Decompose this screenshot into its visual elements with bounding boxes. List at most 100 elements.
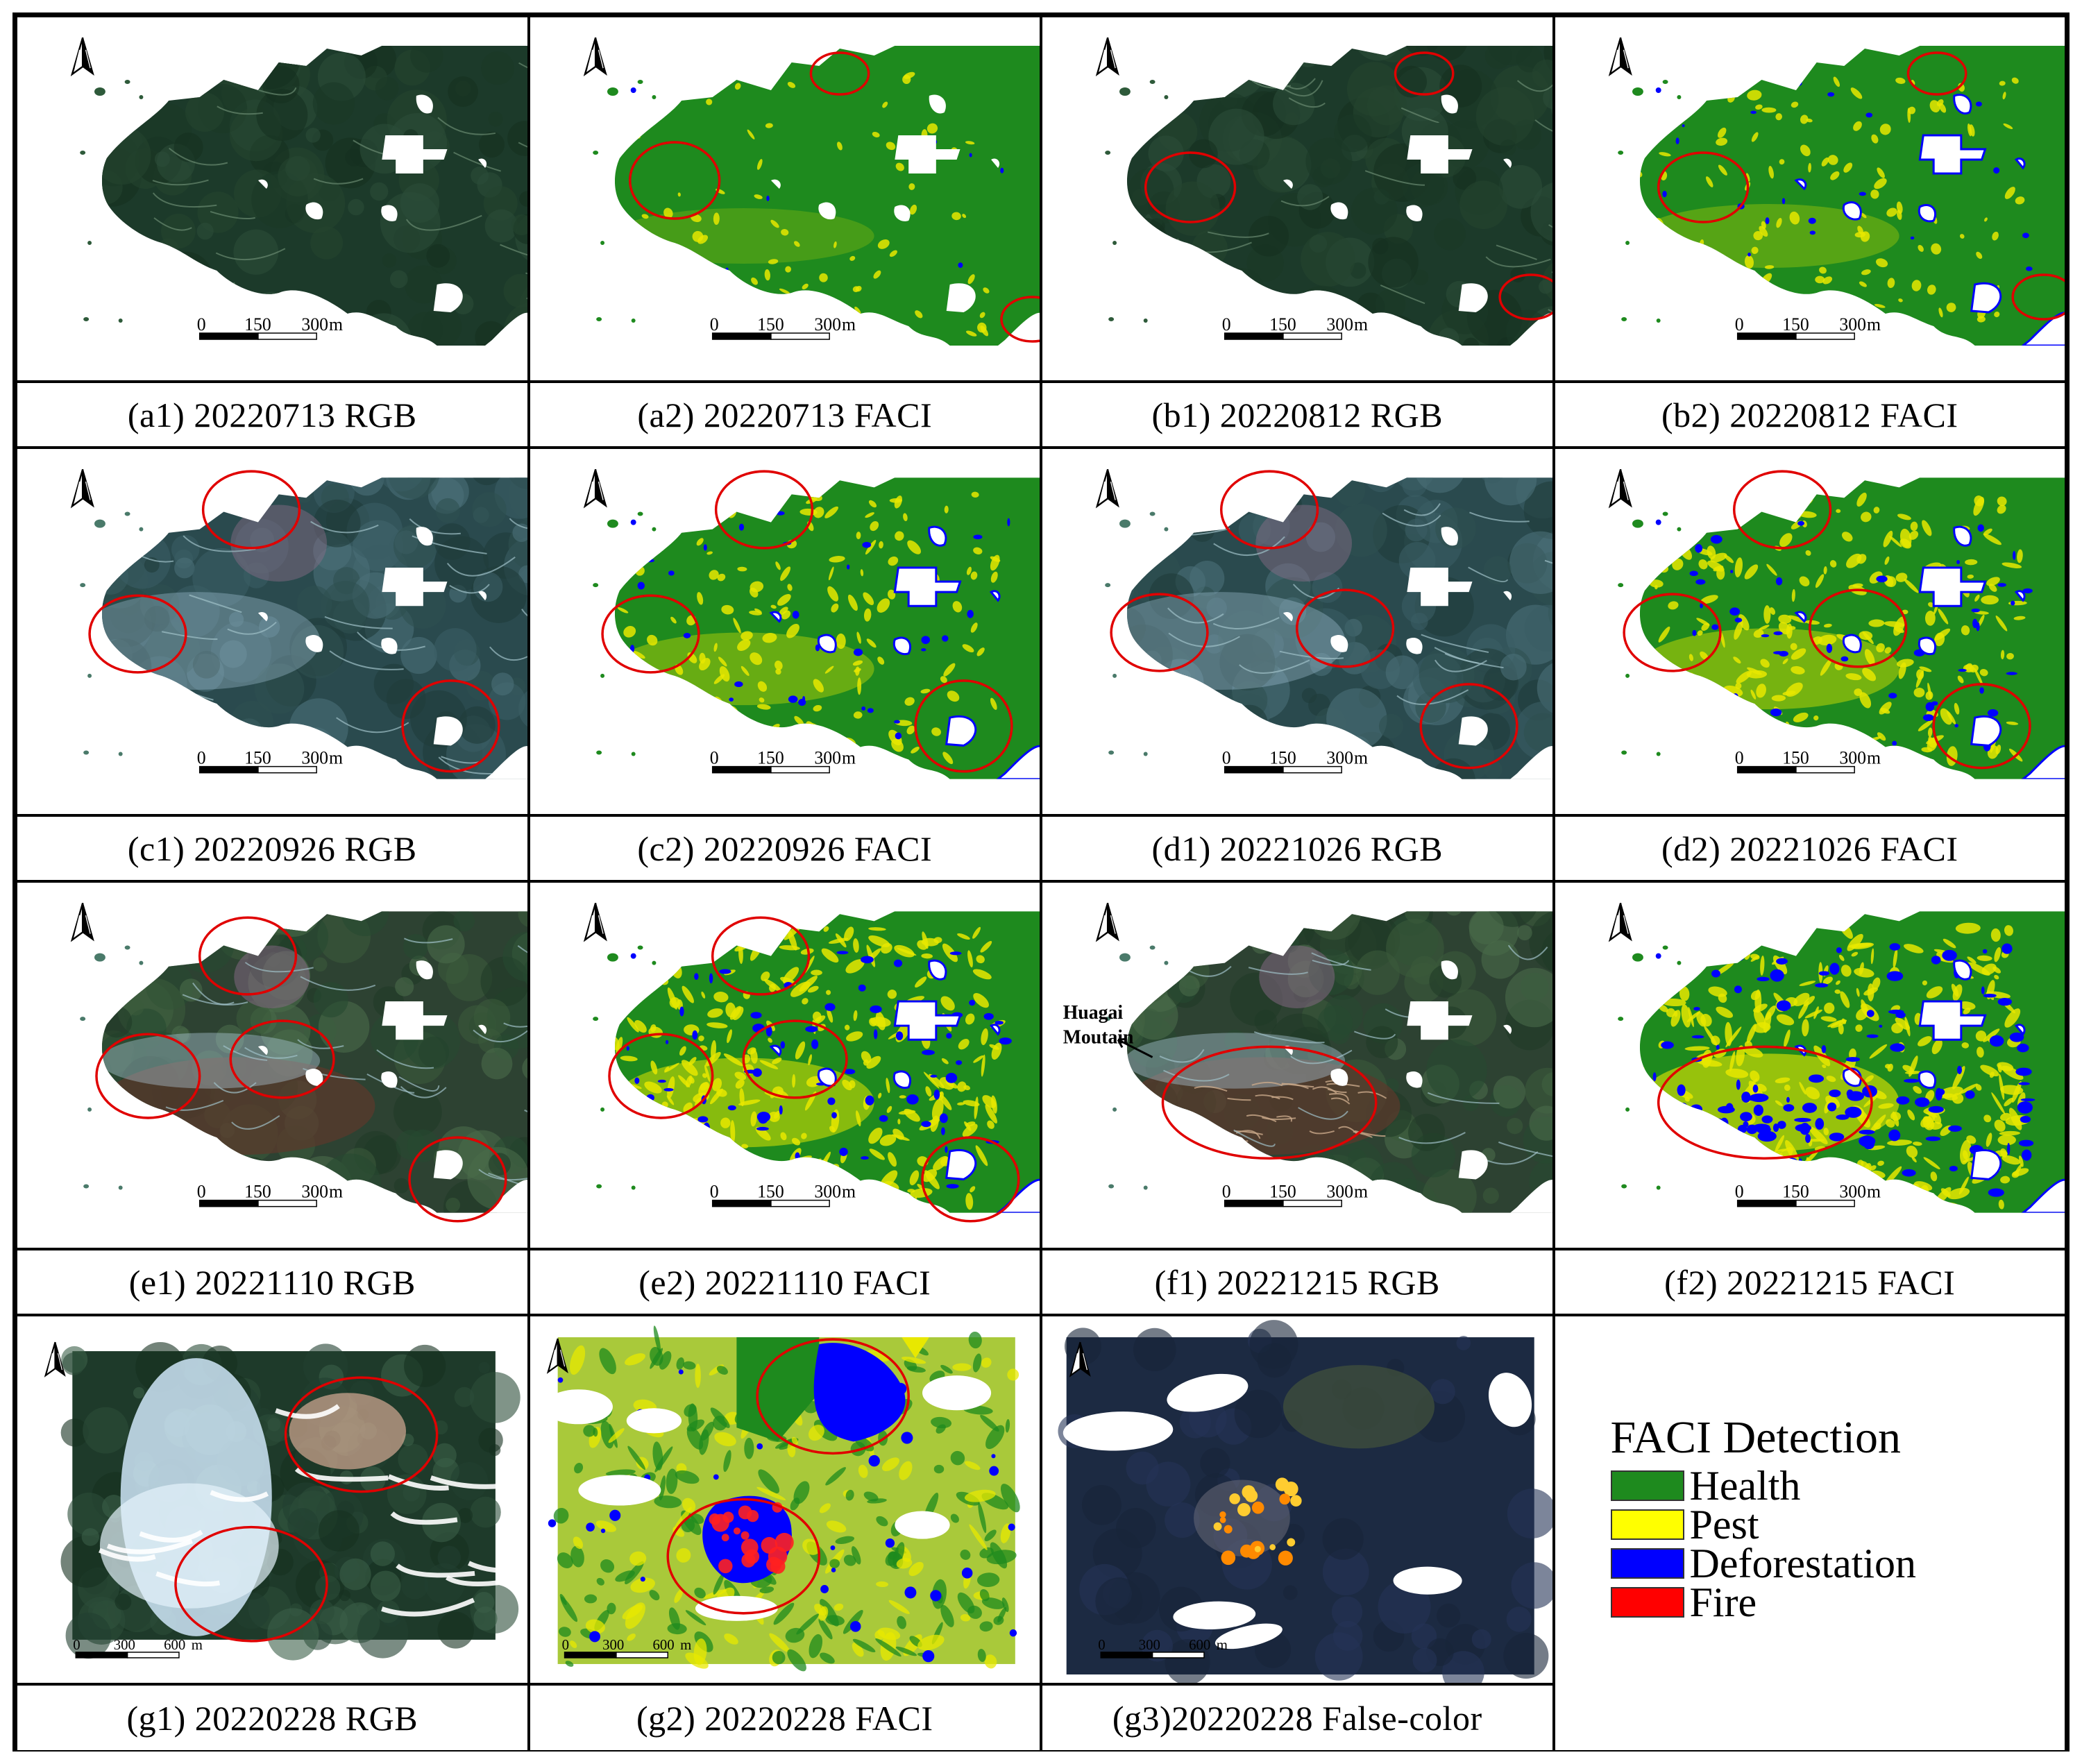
scale-label: 0 bbox=[709, 314, 718, 334]
north-arrow-icon bbox=[44, 1341, 66, 1377]
map-panel-c2: 0 150 300 m bbox=[583, 469, 1040, 779]
north-arrow-icon bbox=[1608, 903, 1632, 942]
scale-bar: 0 150 300 m bbox=[197, 1181, 343, 1207]
figure-grid: 0 150 300 m (a1) 20220713 RGB 0 150 300 m (a2) 20… bbox=[12, 12, 2070, 1752]
north-arrow-icon bbox=[583, 903, 607, 942]
scale-label: m bbox=[1354, 747, 1368, 767]
scale-label: 0 bbox=[73, 1636, 80, 1653]
highlight-circle bbox=[1732, 470, 1831, 550]
highlight-circle bbox=[1219, 470, 1319, 550]
panel-caption: (e2) 20221110 FACI bbox=[528, 1249, 1041, 1315]
panel-d2: 0 150 300 m bbox=[1553, 448, 2066, 815]
scale-label: m bbox=[1217, 1636, 1228, 1653]
scale-label: 0 bbox=[197, 747, 206, 767]
svg-text:Huagai: Huagai bbox=[1063, 1002, 1124, 1024]
scale-bar: 0 150 300 m bbox=[709, 314, 856, 340]
north-arrow-icon bbox=[583, 37, 607, 77]
north-arrow-icon bbox=[70, 903, 94, 942]
scale-label: 150 bbox=[757, 1181, 784, 1201]
highlight-circle bbox=[1808, 588, 1907, 668]
scale-label: 600 bbox=[1189, 1636, 1210, 1653]
north-arrow-icon bbox=[583, 469, 607, 509]
scale-bar: 0 150 300 m bbox=[197, 314, 343, 340]
panel-g3: 0 300 600 m bbox=[1041, 1315, 1554, 1684]
panel-caption: (b2) 20220812 FACI bbox=[1553, 382, 2066, 448]
highlight-circle bbox=[284, 1376, 439, 1493]
scale-bar: 0 150 300 m bbox=[709, 747, 856, 774]
scale-label: 300 bbox=[814, 314, 841, 334]
legend-label: Health bbox=[1689, 1463, 1801, 1509]
scale-label: 150 bbox=[1782, 1181, 1809, 1201]
false-color-image bbox=[1058, 1320, 1552, 1683]
highlight-circle bbox=[1622, 593, 1722, 672]
scale-label: 150 bbox=[1269, 314, 1296, 334]
satellite-image bbox=[1126, 46, 1552, 346]
scale-label: 300 bbox=[1326, 314, 1353, 334]
highlight-circle bbox=[711, 916, 810, 996]
map-panel-a1: 0 150 300 m bbox=[70, 37, 527, 346]
scale-label: 0 bbox=[1734, 1181, 1743, 1201]
scale-bar: 0 150 300 m bbox=[709, 1181, 856, 1207]
north-arrow-icon bbox=[1095, 37, 1119, 77]
legend-cell: FACI Detection Health Pest Deforestation Fir… bbox=[1553, 1315, 2066, 1752]
highlight-circle bbox=[755, 1338, 910, 1455]
panel-e2: 0 150 300 m bbox=[528, 881, 1041, 1249]
scale-label: 300 bbox=[1139, 1636, 1160, 1653]
scale-label: m bbox=[1354, 314, 1368, 334]
faci-classification-map bbox=[1639, 477, 2065, 779]
scale-label: 150 bbox=[1269, 747, 1296, 767]
panel-caption: (g2) 20220228 FACI bbox=[528, 1684, 1041, 1752]
scale-label: 0 bbox=[709, 1181, 718, 1201]
scale-label: 300 bbox=[301, 314, 328, 334]
svg-text:Moutain: Moutain bbox=[1063, 1026, 1134, 1048]
scale-bar: 0 150 300 m bbox=[1734, 1181, 1881, 1207]
scale-label: m bbox=[329, 747, 343, 767]
satellite-image bbox=[60, 1341, 527, 1661]
scale-label: 0 bbox=[1098, 1636, 1105, 1653]
scale-label: 150 bbox=[1782, 747, 1809, 767]
scale-bar: 0 150 300 m bbox=[1734, 747, 1881, 774]
scale-label: m bbox=[192, 1636, 203, 1653]
scale-label: m bbox=[842, 1181, 856, 1201]
panel-caption: (f2) 20221215 FACI bbox=[1553, 1249, 2066, 1315]
legend-swatch bbox=[1610, 1548, 1684, 1579]
scale-label: m bbox=[1867, 314, 1881, 334]
satellite-image bbox=[101, 46, 527, 346]
scale-label: m bbox=[842, 314, 856, 334]
scale-bar: 0 300 600 m bbox=[1098, 1636, 1228, 1659]
scale-label: 300 bbox=[1839, 747, 1866, 767]
scale-label: 300 bbox=[301, 1181, 328, 1201]
highlight-circle bbox=[201, 470, 301, 550]
panel-d1: 0 150 300 m bbox=[1041, 448, 1554, 815]
highlight-circle bbox=[600, 594, 700, 674]
panel-e1: 0 150 300 m bbox=[16, 881, 529, 1249]
faci-classification-map bbox=[614, 911, 1040, 1213]
scale-label: 600 bbox=[164, 1636, 185, 1653]
map-panel-g1: 0 300 600 m bbox=[44, 1341, 527, 1661]
scale-bar: 0 150 300 m bbox=[197, 747, 343, 774]
highlight-circle bbox=[174, 1525, 328, 1643]
panel-a2: 0 150 300 m bbox=[528, 16, 1041, 382]
satellite-image bbox=[101, 911, 527, 1213]
scale-label: 0 bbox=[561, 1636, 568, 1653]
highlight-circle bbox=[198, 916, 298, 996]
scale-label: 0 bbox=[197, 314, 206, 334]
legend-item: Deforestation bbox=[1610, 1543, 1916, 1584]
scale-label: 0 bbox=[1222, 747, 1231, 767]
satellite-image bbox=[1126, 477, 1552, 779]
map-panel-g3: 0 300 600 m bbox=[1058, 1320, 1552, 1683]
scale-label: 300 bbox=[602, 1636, 624, 1653]
north-arrow-icon bbox=[546, 1338, 568, 1374]
highlight-circle bbox=[1144, 151, 1237, 223]
panel-c2: 0 150 300 m bbox=[528, 448, 1041, 815]
scale-label: 300 bbox=[1839, 1181, 1866, 1201]
panel-caption: (c2) 20220926 FACI bbox=[528, 815, 1041, 881]
scale-bar: 0 300 600 m bbox=[73, 1636, 203, 1659]
highlight-circle bbox=[920, 1136, 1020, 1223]
north-arrow-icon bbox=[1608, 469, 1632, 509]
scale-label: 0 bbox=[1734, 747, 1743, 767]
highlight-circle bbox=[95, 1033, 201, 1119]
scale-bar: 0 300 600 m bbox=[561, 1636, 691, 1659]
